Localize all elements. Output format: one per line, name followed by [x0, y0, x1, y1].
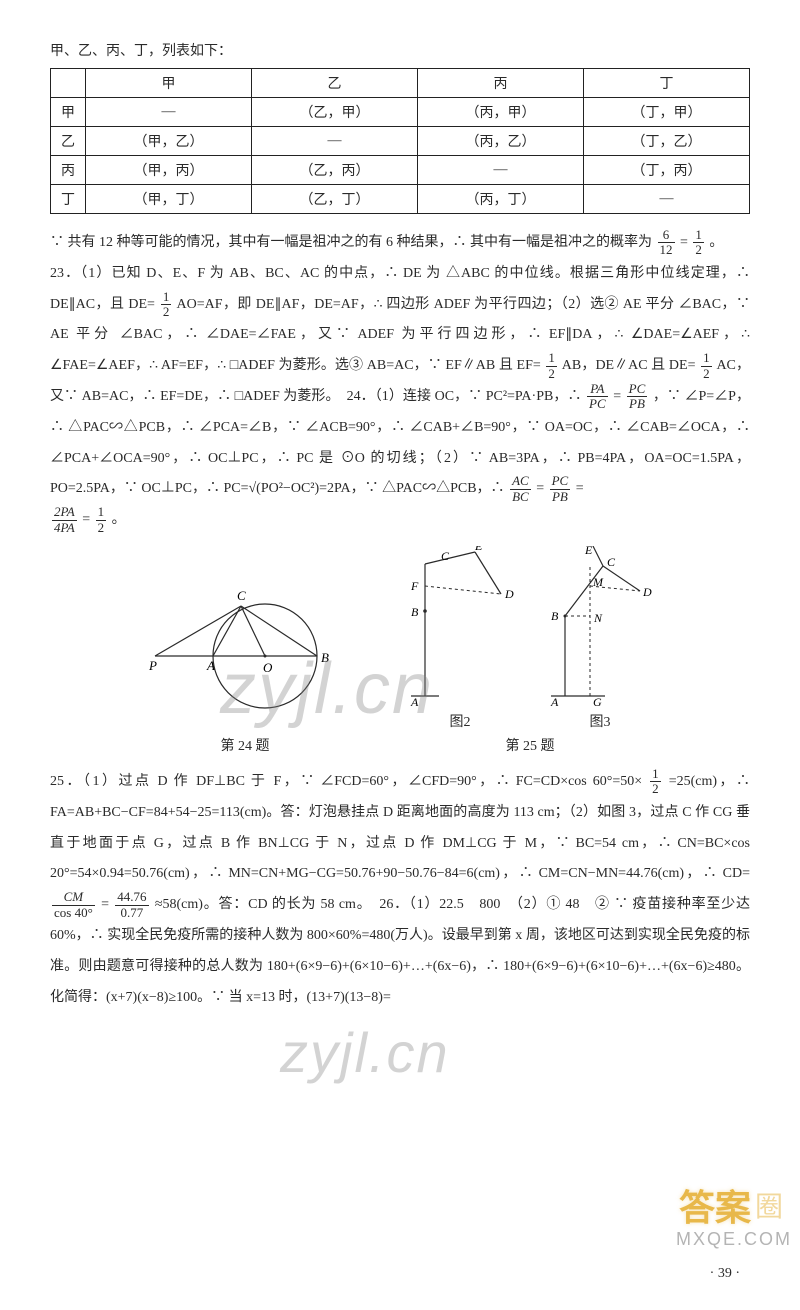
- fraction: 12: [546, 351, 557, 381]
- text: =: [576, 481, 584, 496]
- td: （丁，乙）: [583, 127, 749, 156]
- text: =: [82, 512, 90, 527]
- table-row: 丁 （甲，丁） （乙，丁） （丙，丁） —: [51, 185, 750, 214]
- figure-24-svg: P A O B C: [145, 576, 345, 726]
- td: （甲，丙）: [86, 156, 252, 185]
- text: =: [101, 897, 109, 912]
- svg-text:D: D: [504, 587, 514, 601]
- svg-text:E: E: [474, 546, 483, 553]
- label-A: A: [206, 658, 215, 673]
- fraction: PAPC: [587, 382, 608, 412]
- svg-text:M: M: [592, 575, 604, 589]
- label-B: B: [321, 650, 329, 665]
- td: （丙，丁）: [418, 185, 584, 214]
- text: =: [536, 481, 544, 496]
- svg-text:G: G: [593, 695, 602, 706]
- fraction: 44.760.77: [115, 890, 148, 920]
- fraction: 12: [96, 505, 107, 535]
- fraction: 12: [693, 228, 704, 258]
- text: 25．（1）过点 D 作 DF⊥BC 于 F，∵ ∠FCD=60°，∠CFD=9…: [50, 774, 642, 789]
- th: 丁: [583, 69, 749, 98]
- label-P: P: [148, 658, 157, 673]
- answer-badge: 答案 圈 MXQE.COM: [676, 1189, 786, 1250]
- text: ≈58(cm)。答：CD 的长为 58 cm。 26．（1）22.5 800 （…: [50, 897, 750, 1004]
- figure-25-sub2: A B F C E D 图2: [405, 546, 515, 731]
- figures-row: P A O B C 第 24 题 A: [50, 546, 750, 755]
- td: （丙，乙）: [418, 127, 584, 156]
- intro-text: 甲、乙、丙、丁，列表如下：: [50, 40, 750, 60]
- figure-25-sub3: A G B N M C D E 图3: [545, 546, 655, 731]
- page-number: · 39 ·: [710, 1266, 740, 1282]
- td: —: [86, 98, 252, 127]
- svg-text:A: A: [550, 695, 559, 706]
- td: —: [418, 156, 584, 185]
- td: （丁，甲）: [583, 98, 749, 127]
- outcome-table: 甲 乙 丙 丁 甲 — （乙，甲） （丙，甲） （丁，甲） 乙 （甲，乙） — …: [50, 68, 750, 214]
- svg-text:N: N: [593, 611, 603, 625]
- svg-text:B: B: [551, 609, 559, 623]
- td: —: [252, 127, 418, 156]
- figure-25-caption: 第 25 题: [405, 735, 655, 755]
- table-row: 丙 （甲，丙） （乙，丙） — （丁，丙）: [51, 156, 750, 185]
- figure-24-caption: 第 24 题: [145, 735, 345, 755]
- th: [51, 69, 86, 98]
- badge-url: MXQE.COM: [676, 1229, 786, 1250]
- document-page: 甲、乙、丙、丁，列表如下： 甲 乙 丙 丁 甲 — （乙，甲） （丙，甲） （丁…: [0, 0, 800, 1310]
- td: 丁: [51, 185, 86, 214]
- figure-25-sub3-svg: A G B N M C D E: [545, 546, 655, 706]
- figure-24: P A O B C 第 24 题: [145, 576, 345, 755]
- td: 丙: [51, 156, 86, 185]
- th: 乙: [252, 69, 418, 98]
- svg-text:B: B: [411, 605, 419, 619]
- td: （乙，丙）: [252, 156, 418, 185]
- fraction: PCPB: [627, 382, 648, 412]
- figure-25: A B F C E D 图2: [405, 546, 655, 755]
- svg-text:D: D: [642, 585, 652, 599]
- svg-text:C: C: [441, 549, 450, 563]
- svg-text:F: F: [410, 579, 419, 593]
- td: （乙，丁）: [252, 185, 418, 214]
- td: —: [583, 185, 749, 214]
- watermark-2: zyjl.cn: [280, 1020, 450, 1085]
- badge-square: 圈: [755, 1185, 783, 1225]
- th: 丙: [418, 69, 584, 98]
- td: （丙，甲）: [418, 98, 584, 127]
- fraction: 2PA4PA: [52, 505, 77, 535]
- svg-text:C: C: [607, 555, 616, 569]
- fraction: ACBC: [510, 474, 531, 504]
- text: 。: [112, 512, 126, 527]
- solution-text: ∵ 共有 12 种等可能的情况，其中有一幅是祖冲之的有 6 种结果，∴ 其中有一…: [50, 228, 750, 536]
- fraction: 12: [161, 290, 172, 320]
- td: 甲: [51, 98, 86, 127]
- label-O: O: [263, 660, 273, 675]
- sub3-caption: 图3: [545, 711, 655, 731]
- td: 乙: [51, 127, 86, 156]
- table-header-row: 甲 乙 丙 丁: [51, 69, 750, 98]
- text: AB，DE∥AC 且 DE=: [562, 358, 696, 373]
- svg-text:E: E: [584, 546, 593, 557]
- td: （甲，丁）: [86, 185, 252, 214]
- text: =: [613, 389, 621, 404]
- td: （甲，乙）: [86, 127, 252, 156]
- table-row: 甲 — （乙，甲） （丙，甲） （丁，甲）: [51, 98, 750, 127]
- badge-text: 答案: [679, 1188, 751, 1228]
- th: 甲: [86, 69, 252, 98]
- label-C: C: [237, 588, 246, 603]
- solution-text-2: 25．（1）过点 D 作 DF⊥BC 于 F，∵ ∠FCD=60°，∠CFD=9…: [50, 767, 750, 1013]
- text: =: [680, 235, 688, 250]
- fraction: 12: [701, 351, 712, 381]
- table-row: 乙 （甲，乙） — （丙，乙） （丁，乙）: [51, 127, 750, 156]
- td: （乙，甲）: [252, 98, 418, 127]
- fraction: 12: [650, 767, 661, 797]
- text: ∵ 共有 12 种等可能的情况，其中有一幅是祖冲之的有 6 种结果，∴ 其中有一…: [50, 235, 652, 250]
- fraction: 612: [658, 228, 675, 258]
- figure-25-sub2-svg: A B F C E D: [405, 546, 515, 706]
- fraction: PCPB: [550, 474, 571, 504]
- text: 。: [709, 235, 723, 250]
- sub2-caption: 图2: [405, 711, 515, 731]
- fraction: CMcos 40°: [52, 890, 95, 920]
- text: =25(cm)，∴ FA=AB+BC−CF=84+54−25=113(cm)。答…: [50, 774, 750, 881]
- td: （丁，丙）: [583, 156, 749, 185]
- svg-text:A: A: [410, 695, 419, 706]
